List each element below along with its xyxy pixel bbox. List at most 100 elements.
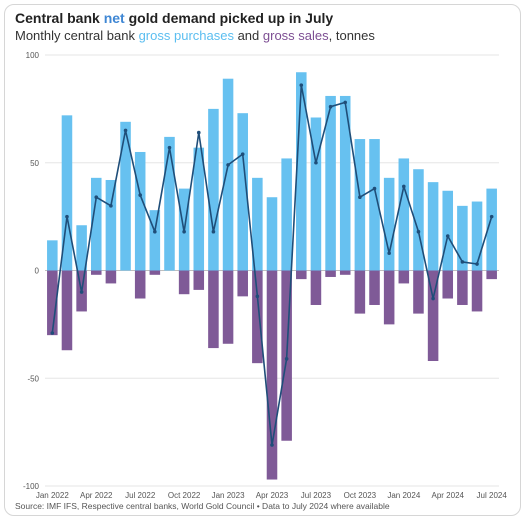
purchase-bar	[413, 169, 424, 271]
sales-bar	[105, 270, 117, 284]
x-tick-label: Jul 2022	[125, 491, 156, 500]
net-point	[460, 260, 465, 264]
y-tick-label: -50	[27, 374, 39, 383]
bars	[47, 72, 497, 480]
purchase-bar	[90, 177, 102, 271]
sales-bar	[486, 270, 497, 280]
purchase-bar	[134, 151, 146, 271]
net-point	[343, 100, 348, 105]
sales-bar	[471, 270, 483, 312]
purchase-bar	[149, 210, 161, 271]
x-tick-label: Jul 2023	[301, 491, 332, 500]
purchase-bar	[398, 158, 410, 271]
y-tick-label: -100	[23, 482, 40, 491]
net-point	[226, 163, 230, 167]
net-point	[402, 184, 406, 189]
purchase-bar	[47, 240, 58, 271]
sales-bar	[149, 270, 161, 275]
net-point	[211, 229, 216, 234]
x-tick-label: Jul 2024	[477, 491, 508, 500]
purchase-bar	[471, 201, 483, 271]
net-point	[387, 251, 391, 256]
net-point	[123, 128, 128, 133]
sales-bar	[310, 270, 322, 305]
chart-plot: -100 -50 0 50 100 Jan 2022 Apr 2022 Jul 2022 Oc…	[23, 51, 507, 500]
purchase-bar	[252, 177, 263, 271]
subtitle-sales-label: gross sales	[262, 28, 329, 43]
y-tick-label: 0	[35, 267, 40, 276]
sales-bar	[134, 270, 146, 299]
purchase-bar	[222, 78, 234, 271]
net-point	[94, 195, 99, 200]
purchase-bar	[325, 95, 336, 271]
net-point	[270, 443, 274, 447]
purchase-bar	[208, 108, 219, 271]
sales-bar	[193, 270, 205, 290]
purchase-bar	[281, 158, 292, 271]
net-point	[196, 130, 201, 135]
net-point	[153, 229, 157, 234]
purchase-bar	[120, 121, 131, 271]
subtitle-purchases-label: gross purchases	[138, 28, 234, 43]
sales-bar	[325, 270, 336, 277]
net-point	[182, 229, 186, 234]
purchase-bar	[237, 113, 248, 271]
purchase-bar	[193, 147, 205, 271]
purchase-bar	[457, 205, 468, 271]
purchase-bar	[369, 139, 380, 271]
net-point	[65, 214, 69, 219]
sales-bar	[354, 270, 366, 314]
net-point	[431, 296, 435, 301]
purchase-bar	[266, 197, 278, 271]
net-point	[138, 193, 142, 197]
net-point	[416, 229, 421, 234]
purchase-bar	[310, 117, 322, 271]
chart-title: Central bank net gold demand picked up i…	[15, 10, 334, 26]
purchase-bar	[442, 190, 454, 271]
y-tick-label: 100	[26, 51, 40, 60]
title-highlight-net: net	[103, 10, 125, 26]
y-axis-ticks: -100 -50 0 50 100	[23, 51, 40, 491]
purchase-bar	[76, 225, 87, 271]
sales-bar	[369, 270, 380, 305]
net-point	[284, 357, 289, 361]
sales-bar	[237, 270, 248, 297]
sales-bar	[266, 270, 278, 480]
net-point	[109, 204, 113, 208]
net-point	[489, 214, 494, 219]
x-tick-label: Jan 2023	[212, 491, 245, 500]
x-tick-label: Jan 2024	[387, 491, 420, 500]
x-tick-label: Jan 2022	[36, 491, 69, 500]
purchase-bar	[164, 136, 175, 271]
purchase-bar	[354, 139, 366, 271]
net-point	[475, 262, 479, 266]
sales-bar	[296, 270, 307, 280]
purchase-bar	[486, 188, 497, 271]
net-point	[299, 83, 304, 87]
net-point	[445, 234, 450, 238]
sales-bar	[427, 270, 439, 362]
net-point	[358, 195, 362, 200]
purchase-bar	[427, 182, 439, 271]
sales-bar	[222, 270, 234, 344]
sales-bar	[339, 270, 351, 275]
sales-bar	[457, 270, 468, 305]
net-point	[79, 290, 84, 294]
net-point	[372, 186, 377, 191]
sales-bar	[178, 270, 190, 295]
sales-bar	[90, 270, 102, 275]
net-point	[167, 145, 172, 150]
chart-card: Central bank net gold demand picked up i…	[4, 4, 521, 516]
sales-bar	[383, 270, 395, 325]
sales-bar	[413, 270, 424, 314]
chart-subtitle: Monthly central bank gross purchases and…	[15, 28, 375, 43]
net-point	[328, 104, 333, 109]
x-tick-label: Apr 2022	[80, 491, 113, 500]
sales-bar	[252, 270, 263, 364]
sales-bar	[208, 270, 219, 349]
x-axis-ticks: Jan 2022 Apr 2022 Jul 2022 Oct 2022 Jan 2023…	[36, 491, 507, 500]
purchase-bar	[296, 72, 307, 271]
net-point	[50, 331, 55, 335]
x-tick-label: Apr 2024	[432, 491, 465, 500]
y-tick-label: 50	[30, 159, 39, 168]
